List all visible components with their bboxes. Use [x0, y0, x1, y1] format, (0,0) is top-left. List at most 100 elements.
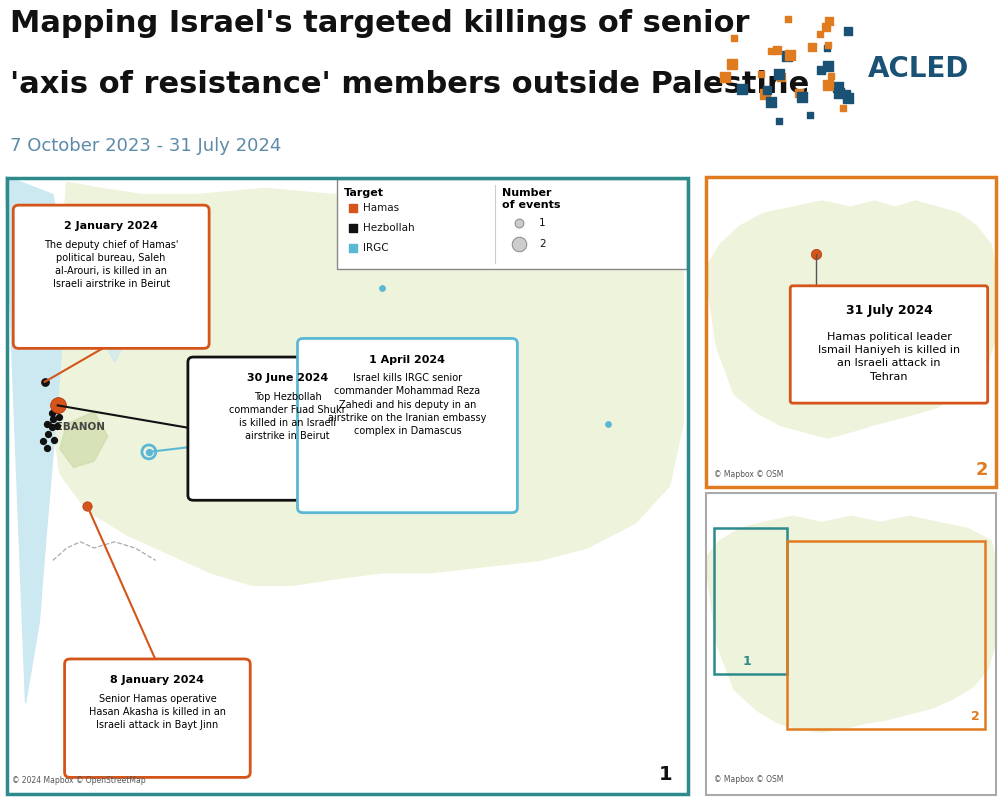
Text: 2: 2	[971, 710, 979, 723]
Point	[763, 45, 779, 58]
Point	[511, 238, 527, 250]
Point	[40, 427, 56, 440]
Point	[780, 13, 796, 26]
Point	[835, 102, 851, 114]
Point	[820, 59, 836, 72]
Text: © 2024 Mapbox © OpenStreetMap: © 2024 Mapbox © OpenStreetMap	[12, 776, 145, 785]
Point	[838, 88, 854, 101]
Polygon shape	[5, 176, 67, 703]
Text: Target: Target	[344, 188, 384, 198]
Text: IRGC: IRGC	[363, 243, 389, 253]
Point	[812, 27, 828, 40]
Polygon shape	[705, 201, 997, 438]
Text: SYRIA: SYRIA	[354, 353, 410, 371]
Text: 2 January 2024: 2 January 2024	[64, 222, 158, 231]
Point	[830, 80, 846, 93]
Point	[726, 32, 742, 45]
Text: Hamas political leader
Ismail Haniyeh is killed in
an Israeli attack in
Tehran: Hamas political leader Ismail Haniyeh is…	[818, 332, 960, 382]
Text: Senior Hamas operative
Hasan Akasha is killed in an
Israeli attack in Bayt Jinn: Senior Hamas operative Hasan Akasha is k…	[89, 694, 226, 730]
Point	[374, 282, 390, 294]
Text: 31 July 2024: 31 July 2024	[846, 304, 932, 317]
Point	[39, 418, 55, 430]
FancyBboxPatch shape	[337, 179, 687, 269]
Text: 30 June 2024: 30 June 2024	[247, 373, 328, 383]
Point	[771, 68, 787, 81]
Point	[511, 216, 527, 229]
Point	[769, 44, 785, 57]
FancyBboxPatch shape	[790, 286, 988, 403]
Point	[808, 248, 824, 261]
Text: 7 October 2023 - 31 July 2024: 7 October 2023 - 31 July 2024	[10, 138, 281, 155]
Point	[44, 406, 60, 419]
FancyBboxPatch shape	[13, 205, 209, 348]
Point	[49, 419, 65, 432]
Text: Israel kills IRGC senior
commander Mohammad Reza
Zahedi and his deputy in an
air: Israel kills IRGC senior commander Moham…	[328, 373, 487, 436]
Point	[79, 499, 95, 512]
Point	[49, 404, 65, 417]
Point	[35, 435, 51, 448]
Text: Hamas: Hamas	[363, 203, 399, 214]
Point	[141, 446, 157, 458]
Text: Top Hezbollah
commander Fuad Shukr
is killed in an Israeli
airstrike in Beirut: Top Hezbollah commander Fuad Shukr is ki…	[229, 392, 346, 442]
Point	[771, 114, 787, 127]
Point	[818, 20, 834, 33]
FancyBboxPatch shape	[188, 357, 387, 500]
Point	[804, 41, 820, 54]
Point	[39, 441, 55, 454]
Point	[813, 63, 829, 76]
Point	[724, 58, 740, 70]
Point	[773, 70, 789, 83]
Text: 1: 1	[539, 218, 546, 227]
Point	[821, 14, 837, 27]
Point	[819, 42, 835, 55]
Point	[345, 202, 361, 214]
Text: © Mapbox © OSM: © Mapbox © OSM	[714, 775, 783, 784]
Text: ACLED: ACLED	[868, 55, 969, 83]
Text: The deputy chief of Hamas'
political bureau, Saleh
al-Arouri, is killed in an
Is: The deputy chief of Hamas' political bur…	[44, 240, 178, 290]
Point	[794, 90, 810, 103]
FancyBboxPatch shape	[65, 659, 250, 778]
Point	[840, 91, 856, 104]
Text: 1: 1	[743, 655, 752, 668]
Point	[45, 413, 61, 426]
Point	[717, 70, 733, 83]
Point	[345, 222, 361, 234]
Point	[753, 68, 769, 81]
Text: LEBANON: LEBANON	[49, 422, 105, 432]
Text: 8 January 2024: 8 January 2024	[110, 675, 204, 685]
Point	[44, 421, 60, 434]
Point	[51, 410, 67, 423]
Point	[802, 109, 818, 122]
Text: Mapping Israel's targeted killings of senior: Mapping Israel's targeted killings of se…	[10, 9, 750, 38]
Text: IRAN: IRAN	[874, 294, 916, 308]
Point	[757, 87, 773, 100]
Point	[759, 83, 775, 96]
Point	[345, 242, 361, 254]
Point	[600, 418, 616, 430]
Polygon shape	[46, 182, 683, 586]
Polygon shape	[94, 312, 128, 362]
Point	[46, 433, 62, 446]
Point	[141, 446, 157, 458]
Point	[763, 95, 779, 108]
Polygon shape	[60, 411, 108, 467]
Text: Hezbollah: Hezbollah	[363, 223, 415, 233]
Polygon shape	[705, 516, 997, 732]
Point	[779, 50, 795, 62]
Text: © Mapbox © OSM: © Mapbox © OSM	[714, 470, 783, 478]
Point	[820, 38, 836, 51]
Point	[831, 86, 847, 99]
Point	[50, 399, 66, 412]
Point	[734, 82, 750, 95]
Text: Number
of events: Number of events	[502, 188, 560, 210]
Text: 2: 2	[976, 461, 988, 478]
FancyBboxPatch shape	[297, 338, 517, 513]
Point	[840, 24, 856, 37]
Text: 1: 1	[659, 765, 673, 784]
Text: 'axis of resistance' members outside Palestine: 'axis of resistance' members outside Pal…	[10, 70, 809, 99]
Point	[823, 70, 839, 82]
Point	[782, 49, 798, 62]
Text: 2: 2	[539, 239, 546, 250]
Point	[37, 375, 53, 388]
Point	[791, 86, 807, 99]
